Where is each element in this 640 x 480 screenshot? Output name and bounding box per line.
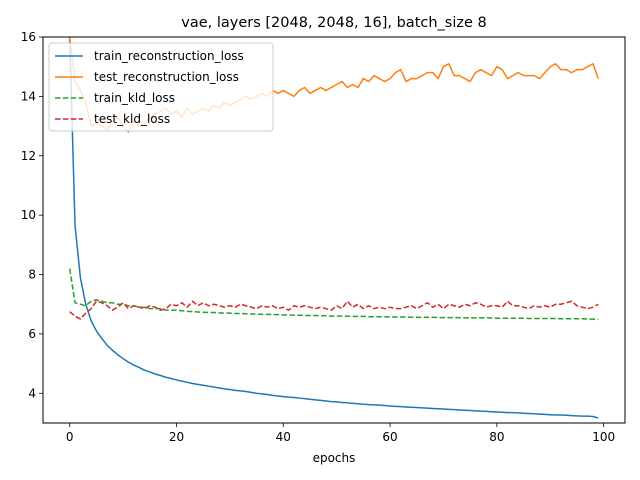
series-line-train-reconstruction-loss	[68, 37, 599, 419]
x-tick-label: 40	[276, 430, 291, 444]
series-line-test-kld-loss	[69, 300, 599, 320]
legend-label-train-kld-loss: train_kld_loss	[94, 91, 175, 105]
y-tick-label: 4	[28, 386, 36, 400]
legend: train_reconstruction_loss test_reconstruc…	[48, 42, 274, 132]
x-tick-label: 100	[592, 430, 615, 444]
legend-label-train-reconstruction-loss: train_reconstruction_loss	[94, 49, 244, 63]
y-tick-label: 12	[21, 149, 36, 163]
y-tick-label: 10	[21, 208, 36, 222]
legend-label-test-kld-loss: test_kld_loss	[94, 112, 170, 126]
chart-title: vae, layers [2048, 2048, 16], batch_size…	[181, 15, 487, 31]
y-tick-label: 14	[21, 89, 36, 103]
x-tick-label: 20	[169, 430, 184, 444]
series-line-train-kld-loss	[68, 268, 599, 321]
ticks-layer: 0 20 40 60 80 100 4 6 8 10 12 14 16	[21, 30, 615, 444]
y-tick-label: 16	[21, 30, 36, 44]
x-tick-label: 0	[66, 430, 74, 444]
x-tick-label: 60	[382, 430, 397, 444]
y-tick-label: 6	[28, 327, 36, 341]
y-tick-label: 8	[28, 268, 36, 282]
legend-label-test-reconstruction-loss: test_reconstruction_loss	[94, 70, 239, 84]
legend-box	[48, 42, 274, 132]
x-axis-label: epochs	[313, 451, 356, 465]
x-tick-label: 80	[489, 430, 504, 444]
plot-frame	[42, 36, 626, 424]
